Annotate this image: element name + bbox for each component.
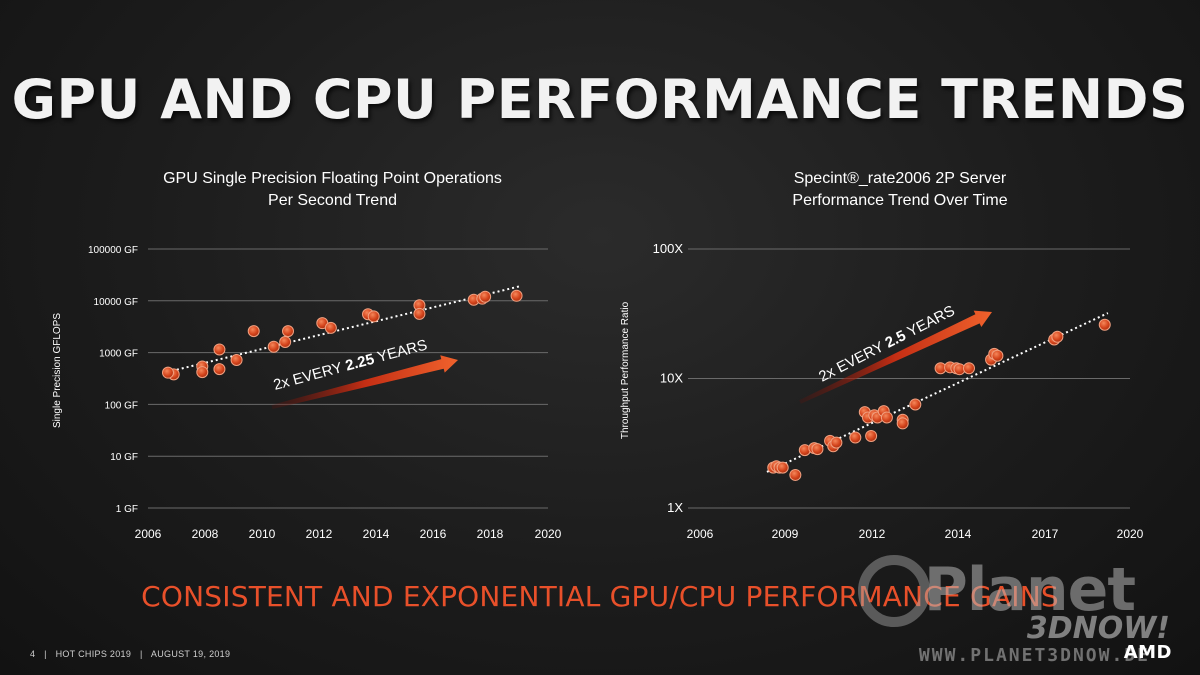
cpu-chart-title: Specint®_rate2006 2P Server Performance …: [700, 168, 1100, 212]
cpu-data-point: [1098, 318, 1111, 331]
cpu-x-tick-label: 2012: [859, 527, 886, 541]
gpu-data-point: [213, 343, 226, 356]
cpu-y-axis-label: Throughput Performance Ratio: [620, 301, 631, 439]
gpu-x-tick-label: 2008: [192, 527, 219, 541]
gpu-x-tick-label: 2014: [363, 527, 390, 541]
gpu-x-tick-label: 2006: [135, 527, 162, 541]
gpu-chart-title-line1: GPU Single Precision Floating Point Oper…: [163, 170, 502, 187]
gpu-data-point: [196, 366, 209, 379]
tagline: CONSISTENT AND EXPONENTIAL GPU/CPU PERFO…: [141, 580, 1059, 613]
gpu-data-point: [162, 366, 174, 379]
gpu-y-tick-label: 100 GF: [105, 400, 138, 411]
cpu-y-tick-label: 10X: [660, 371, 683, 386]
amd-logo: AMD: [1123, 642, 1172, 663]
footer-separator: |: [44, 649, 47, 659]
cpu-data-point: [880, 411, 893, 424]
gpu-x-tick-label: 2012: [306, 527, 333, 541]
gpu-data-point: [282, 325, 294, 338]
gpu-chart-title-line2: Per Second Trend: [268, 192, 397, 209]
gpu-trend-line: [162, 285, 520, 375]
cpu-x-tick-label: 2017: [1032, 527, 1059, 541]
gpu-y-tick-label: 100000 GF: [88, 245, 138, 256]
cpu-annotation: 2x EVERY 2.5 YEARS: [816, 302, 957, 385]
cpu-data-point: [896, 417, 909, 430]
gpu-data-point: [230, 353, 243, 366]
gpu-data-point: [479, 290, 492, 303]
cpu-chart-title-line2: Performance Trend Over Time: [792, 192, 1008, 209]
cpu-data-point: [830, 436, 843, 449]
cpu-data-point: [909, 398, 922, 411]
cpu-y-tick-label: 1X: [667, 500, 683, 515]
cpu-x-tick-label: 2009: [772, 527, 799, 541]
cpu-trend-arrow-icon: [799, 310, 992, 404]
gpu-y-tick-label: 1000 GF: [99, 349, 138, 360]
gpu-x-tick-label: 2018: [477, 527, 504, 541]
cpu-data-point: [962, 362, 975, 375]
gpu-y-tick-label: 1 GF: [116, 504, 138, 515]
footer-page-number: 4: [30, 649, 36, 659]
gpu-y-tick-label: 10000 GF: [94, 297, 138, 308]
cpu-chart-title-line1: Specint®_rate2006 2P Server: [793, 170, 1007, 187]
footer-date: AUGUST 19, 2019: [150, 649, 231, 659]
gpu-x-tick-label: 2020: [535, 527, 562, 541]
cpu-data-point: [865, 429, 878, 442]
cpu-y-tick-label: 100X: [653, 241, 684, 256]
gpu-y-axis-label: Single Precision GFLOPS: [52, 313, 63, 428]
gpu-chart-title: GPU Single Precision Floating Point Oper…: [130, 168, 535, 212]
gpu-data-point: [247, 325, 260, 338]
cpu-x-tick-label: 2020: [1117, 527, 1144, 541]
footer-separator: |: [139, 649, 143, 659]
cpu-data-point: [811, 443, 824, 456]
cpu-data-point: [991, 349, 1004, 362]
gpu-data-point: [510, 289, 523, 302]
gpu-data-point: [413, 307, 426, 320]
footer-event: HOT CHIPS 2019: [55, 649, 132, 659]
gpu-data-point: [324, 321, 337, 334]
slide-title: GPU AND CPU PERFORMANCE TRENDS: [11, 68, 1189, 131]
gpu-y-tick-label: 10 GF: [110, 452, 138, 463]
footer: 4 | HOT CHIPS 2019 | AUGUST 19, 2019: [30, 649, 236, 659]
gpu-x-tick-label: 2016: [420, 527, 447, 541]
gpu-x-tick-label: 2010: [249, 527, 276, 541]
cpu-x-tick-label: 2006: [687, 527, 714, 541]
cpu-data-point: [776, 461, 789, 474]
gpu-data-point: [267, 340, 280, 353]
cpu-data-point: [849, 431, 862, 444]
cpu-data-point: [789, 468, 802, 481]
gpu-data-point: [279, 336, 292, 349]
gpu-data-point: [213, 363, 226, 376]
cpu-data-point: [1051, 330, 1064, 343]
cpu-x-tick-label: 2014: [945, 527, 972, 541]
gpu-data-point: [367, 310, 380, 323]
gpu-trend-arrow-icon: [271, 355, 458, 409]
